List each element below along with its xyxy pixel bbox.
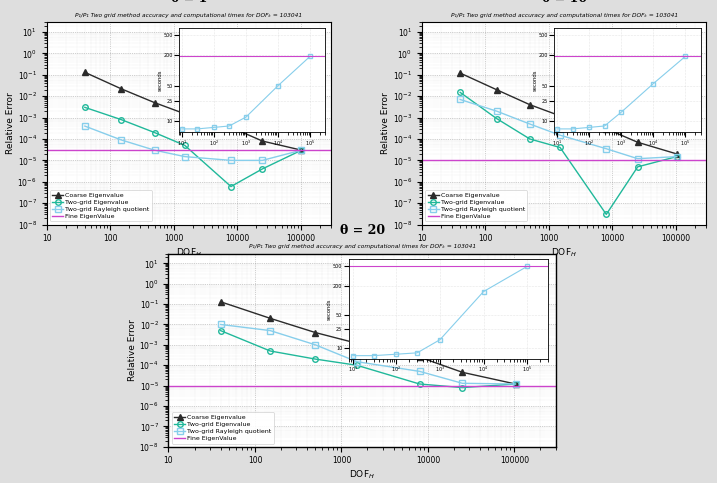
Two-grid Rayleigh quotient (227, 157, 235, 163)
Coarse Eigenvalue (311, 330, 320, 336)
Two-grid Eigenvalue (602, 212, 611, 217)
Two-grid Rayleigh quotient (415, 369, 424, 374)
Legend: Coarse Eigenvalue, Two-grid Eigenvalue, Two-grid Rayleigh quotient, Fine EigenVa: Coarse Eigenvalue, Two-grid Eigenvalue, … (171, 412, 274, 444)
Two-grid Rayleigh quotient (602, 146, 611, 152)
Two-grid Eigenvalue (217, 327, 225, 333)
Text: P₁/P₁ Two grid method accuracy and computational times for DOFₖ = 103041: P₁/P₁ Two grid method accuracy and compu… (249, 244, 475, 249)
Legend: Coarse Eigenvalue, Two-grid Eigenvalue, Two-grid Rayleigh quotient, Fine EigenVa: Coarse Eigenvalue, Two-grid Eigenvalue, … (49, 190, 152, 222)
Coarse Eigenvalue (258, 138, 267, 144)
Two-grid Eigenvalue (181, 142, 189, 148)
Two-grid Rayleigh quotient (526, 121, 534, 127)
Coarse Eigenvalue (493, 87, 501, 93)
Two-grid Eigenvalue (352, 362, 361, 368)
Two-grid Eigenvalue (458, 384, 467, 390)
Two-grid Rayleigh quotient (511, 381, 520, 387)
Two-grid Eigenvalue (415, 381, 424, 387)
Two-grid Eigenvalue (117, 117, 125, 123)
Text: P₁/P₁ Two grid method accuracy and computational times for DOFₖ = 103041: P₁/P₁ Two grid method accuracy and compu… (75, 13, 303, 17)
Coarse Eigenvalue (602, 126, 611, 132)
Two-grid Eigenvalue (258, 166, 267, 172)
Coarse Eigenvalue (217, 299, 225, 305)
Two-grid Eigenvalue (526, 136, 534, 142)
Coarse Eigenvalue (458, 369, 467, 375)
Coarse Eigenvalue (633, 140, 642, 145)
Two-grid Eigenvalue (150, 129, 158, 135)
Coarse Eigenvalue (511, 381, 520, 387)
Coarse Eigenvalue (556, 113, 564, 119)
X-axis label: DOF$_H$: DOF$_H$ (551, 246, 577, 258)
Coarse Eigenvalue (150, 99, 158, 105)
Line: Two-grid Eigenvalue: Two-grid Eigenvalue (218, 328, 518, 390)
Coarse Eigenvalue (297, 147, 305, 153)
Two-grid Eigenvalue (556, 144, 564, 150)
Line: Two-grid Rayleigh quotient: Two-grid Rayleigh quotient (82, 123, 304, 163)
Two-grid Rayleigh quotient (297, 147, 305, 153)
Coarse Eigenvalue (227, 125, 235, 130)
Line: Two-grid Rayleigh quotient: Two-grid Rayleigh quotient (457, 97, 680, 161)
Two-grid Eigenvalue (297, 147, 305, 153)
Line: Coarse Eigenvalue: Coarse Eigenvalue (218, 299, 518, 387)
Two-grid Rayleigh quotient (458, 381, 467, 386)
Line: Coarse Eigenvalue: Coarse Eigenvalue (82, 70, 304, 153)
Two-grid Rayleigh quotient (673, 154, 681, 159)
Coarse Eigenvalue (80, 70, 89, 75)
X-axis label: DOF$_H$: DOF$_H$ (176, 246, 201, 258)
Two-grid Rayleigh quotient (311, 342, 320, 348)
Text: P₁/P₁ Two grid method accuracy and computational times for DOFₖ = 103041: P₁/P₁ Two grid method accuracy and compu… (450, 13, 678, 17)
Y-axis label: Relative Error: Relative Error (128, 319, 137, 381)
Two-grid Rayleigh quotient (258, 157, 267, 163)
Line: Two-grid Rayleigh quotient: Two-grid Rayleigh quotient (218, 322, 518, 387)
Line: Coarse Eigenvalue: Coarse Eigenvalue (457, 71, 680, 156)
Coarse Eigenvalue (673, 151, 681, 157)
Title: θ = 20: θ = 20 (340, 224, 384, 237)
Two-grid Eigenvalue (456, 89, 465, 95)
Two-grid Rayleigh quotient (556, 132, 564, 138)
Legend: Coarse Eigenvalue, Two-grid Eigenvalue, Two-grid Rayleigh quotient, Fine EigenVa: Coarse Eigenvalue, Two-grid Eigenvalue, … (425, 190, 528, 222)
Two-grid Rayleigh quotient (456, 97, 465, 102)
Two-grid Rayleigh quotient (181, 154, 189, 159)
Two-grid Eigenvalue (633, 164, 642, 170)
Line: Two-grid Eigenvalue: Two-grid Eigenvalue (82, 105, 304, 189)
Coarse Eigenvalue (352, 341, 361, 346)
Two-grid Rayleigh quotient (266, 327, 275, 333)
Coarse Eigenvalue (181, 111, 189, 117)
Title: θ = 10: θ = 10 (541, 0, 587, 5)
Coarse Eigenvalue (415, 354, 424, 360)
Two-grid Eigenvalue (266, 348, 275, 354)
Two-grid Eigenvalue (511, 381, 520, 387)
Two-grid Eigenvalue (311, 356, 320, 362)
Coarse Eigenvalue (266, 315, 275, 321)
Fine EigenValue (354, 157, 363, 163)
Two-grid Rayleigh quotient (117, 137, 125, 143)
Two-grid Rayleigh quotient (493, 108, 501, 114)
Two-grid Eigenvalue (493, 115, 501, 121)
Fine EigenValue (77, 383, 86, 388)
Line: Two-grid Eigenvalue: Two-grid Eigenvalue (457, 90, 680, 217)
Y-axis label: Relative Error: Relative Error (6, 92, 15, 154)
Two-grid Rayleigh quotient (352, 359, 361, 365)
Two-grid Eigenvalue (673, 154, 681, 159)
X-axis label: DOF$_H$: DOF$_H$ (349, 469, 375, 481)
Two-grid Rayleigh quotient (217, 322, 225, 327)
Coarse Eigenvalue (526, 102, 534, 108)
Two-grid Eigenvalue (227, 184, 235, 189)
Two-grid Rayleigh quotient (150, 147, 158, 153)
Two-grid Rayleigh quotient (80, 123, 89, 129)
Coarse Eigenvalue (456, 70, 465, 76)
Two-grid Rayleigh quotient (633, 156, 642, 162)
Two-grid Eigenvalue (80, 104, 89, 110)
Title: θ = 1: θ = 1 (171, 0, 207, 5)
Y-axis label: Relative Error: Relative Error (381, 92, 390, 154)
Coarse Eigenvalue (117, 86, 125, 92)
